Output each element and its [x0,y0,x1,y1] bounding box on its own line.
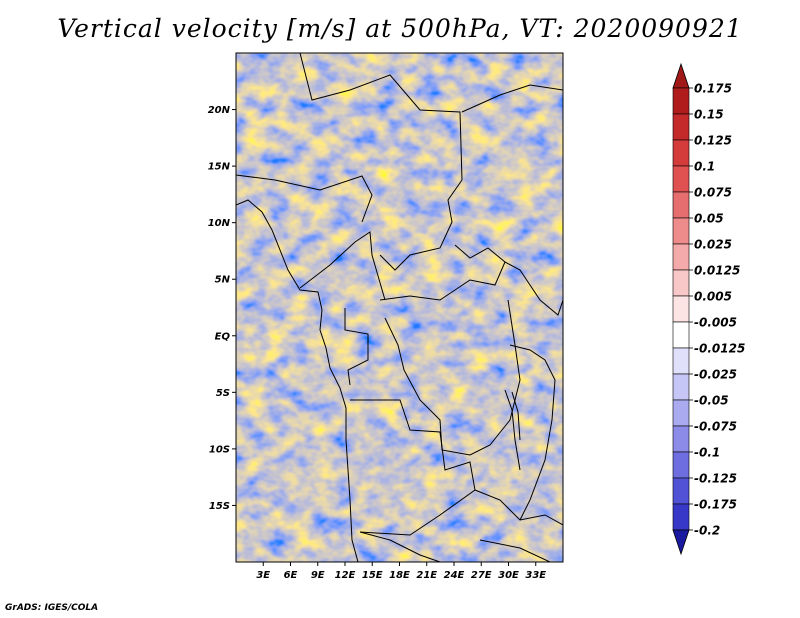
colorbar-swatch [672,347,690,375]
lat-tick-label: 5S [216,388,230,399]
border-drc [384,299,521,456]
lon-tick-label: 6E [284,570,298,581]
colorbar-top-arrow [672,62,690,89]
lon-tick-label: 18E [389,570,410,581]
colorbar-swatch [672,477,690,505]
country-borders [236,53,563,562]
colorbar-swatch [672,451,690,479]
coastline-west-africa [236,199,359,562]
colorbar-label: 0.15 [694,108,724,122]
grads-credit: GrADS: IGES/COLA [5,603,99,613]
border-angola [350,399,476,536]
longitude-axis: 3E 6E 9E 12E 15E 18E 21E 24E 27E 30E 33E [256,562,546,581]
lon-tick-label: 15E [362,570,383,581]
lon-tick-label: 30E [498,570,519,581]
colorbar-swatch [672,165,690,193]
lon-tick-label: 3E [256,570,270,581]
lon-tick-label: 21E [416,570,437,581]
map-area [236,53,563,562]
lat-tick-label: 5N [215,275,231,286]
lake-tanganyika [504,389,521,471]
map-title: Vertical velocity [m/s] at 500hPa, VT: 2… [57,14,743,43]
colorbar-swatch [672,321,690,349]
colorbar-label: -0.2 [694,524,720,538]
colorbar-swatch [672,243,690,271]
border-tanzania [509,344,556,521]
colorbar-label: -0.1 [694,446,720,460]
colorbar-swatch [672,191,690,219]
lat-tick-label: 20N [208,105,231,116]
colorbar-label: -0.05 [694,394,729,408]
colorbar-label: -0.175 [694,498,737,512]
colorbar-label: -0.025 [694,368,737,382]
lon-tick-label: 12E [335,570,356,581]
colorbar-swatch [672,113,690,141]
colorbar-swatch [672,139,690,167]
colorbar-swatch [672,503,690,531]
latitude-axis: 20N 15N 10N 5N EQ 5S 10S 15S [208,105,236,512]
border-nigeria-cameroon [299,231,386,301]
border-south [359,531,551,562]
lon-tick-label: 9E [311,570,325,581]
velocity-field [236,53,563,562]
colorbar-swatch [672,217,690,245]
colorbar-label: -0.0125 [694,342,745,356]
colorbar-label: -0.005 [694,316,737,330]
colorbar-label: 0.05 [694,212,724,226]
border-car [379,244,506,301]
lat-tick-label: 10N [208,218,231,229]
border-congo [344,308,369,386]
colorbar-label: -0.075 [694,420,737,434]
lon-tick-label: 27E [471,570,492,581]
colorbar-swatch [672,87,690,115]
colorbar-swatch [672,399,690,427]
border-east-africa [504,261,563,316]
colorbar-label: -0.125 [694,472,737,486]
colorbar-bottom-arrow [672,529,690,556]
lon-tick-label: 33E [525,570,546,581]
colorbar-label: 0.025 [694,238,732,252]
border-zambia [474,489,563,526]
colorbar-label: 0.0125 [694,264,740,278]
colorbar-label: 0.1 [694,160,715,174]
border-sahara-north [299,53,463,181]
colorbar-swatch [672,295,690,323]
border-niger-chad [236,174,373,223]
colorbar-swatch [672,425,690,453]
colorbar: 0.175 0.15 0.125 0.1 0.075 0.05 0.025 0.0125 0.0… [672,62,745,556]
colorbar-label: 0.005 [694,290,732,304]
colorbar-label: 0.125 [694,134,732,148]
lon-tick-label: 24E [444,570,465,581]
border-northeast [461,84,563,113]
lat-tick-label: 10S [209,444,230,455]
colorbar-label: 0.175 [694,82,732,96]
lat-tick-label: EQ [215,331,231,342]
colorbar-swatch [672,269,690,297]
colorbar-swatch [672,373,690,401]
lat-tick-label: 15N [208,162,231,173]
lat-tick-label: 15S [209,501,230,512]
border-chad-sudan [379,179,463,271]
colorbar-label: 0.075 [694,186,732,200]
